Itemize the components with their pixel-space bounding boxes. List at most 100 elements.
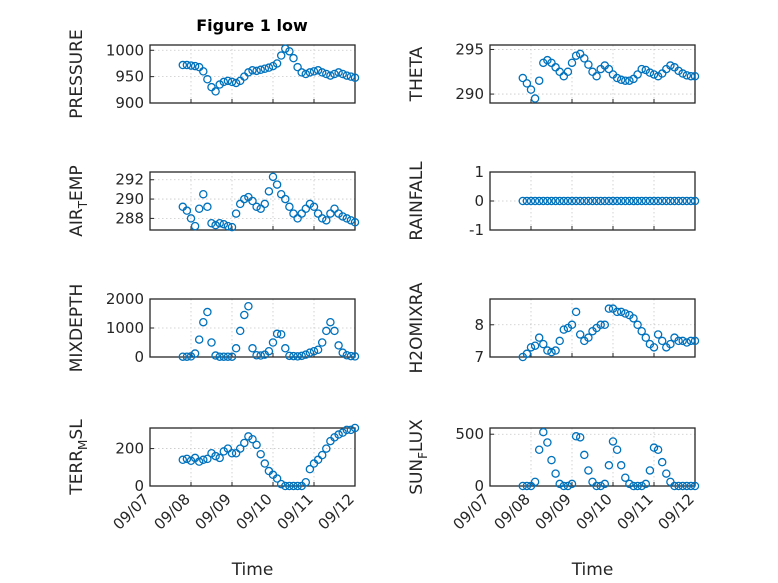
data-point	[604, 461, 614, 470]
data-point	[301, 204, 311, 213]
data-point	[305, 348, 315, 357]
data-point	[555, 479, 564, 489]
data-point	[534, 196, 544, 206]
data-point	[600, 196, 610, 206]
data-point	[526, 196, 536, 206]
data-point	[682, 196, 692, 206]
y-tick-label: 288	[115, 209, 144, 227]
y-tick-label: 500	[455, 425, 484, 443]
data-point	[322, 216, 331, 225]
y-tick-label: 1000	[106, 319, 144, 337]
data-point	[596, 481, 605, 491]
data-point	[289, 53, 298, 63]
data-point	[272, 59, 282, 68]
y-axis-label: RAINFALL	[407, 161, 427, 241]
data-point	[182, 352, 192, 361]
data-point	[571, 196, 581, 206]
y-tick-label: 0	[474, 192, 484, 210]
x-tick-label: 09/11	[614, 490, 657, 533]
data-point	[571, 432, 581, 441]
data-point	[670, 196, 679, 206]
y-axis-label: AIRTEMP	[67, 165, 90, 236]
data-point	[276, 330, 286, 339]
figure-title: Figure 1 low	[196, 16, 308, 35]
data-point	[219, 77, 229, 87]
data-point	[674, 336, 683, 346]
data-point	[616, 461, 626, 470]
data-point	[571, 51, 581, 60]
data-point	[248, 344, 257, 353]
data-point	[248, 66, 257, 75]
data-point	[256, 65, 265, 75]
data-point	[199, 67, 208, 76]
data-point	[608, 196, 618, 206]
data-point	[182, 60, 192, 70]
data-point	[551, 196, 560, 206]
data-point	[588, 196, 597, 206]
x-tick-label: 09/11	[274, 490, 317, 533]
subplot-5: 0 1000 2000 MIXDEPTH	[67, 284, 360, 372]
data-point	[621, 473, 630, 482]
data-point	[551, 469, 560, 478]
data-point	[563, 196, 573, 206]
data-point	[592, 196, 601, 206]
data-point	[588, 67, 597, 77]
data-point	[235, 444, 245, 453]
data-point	[194, 457, 204, 466]
data-point	[240, 310, 249, 320]
axes-box	[149, 427, 356, 487]
data-point	[281, 481, 290, 491]
data-point	[219, 219, 229, 229]
data-point	[207, 218, 216, 228]
data-point	[293, 214, 302, 223]
data-point	[313, 66, 323, 75]
data-point	[313, 209, 323, 218]
data-point	[584, 466, 593, 475]
data-point	[326, 71, 335, 80]
data-point	[182, 206, 192, 215]
data-point	[686, 481, 696, 491]
y-axis-label-rest: SL	[67, 419, 87, 440]
data-point	[289, 209, 298, 218]
data-point	[690, 481, 700, 491]
data-point	[534, 76, 544, 85]
data-point	[317, 450, 327, 460]
data-point	[600, 479, 610, 489]
data-point	[666, 61, 675, 70]
data-point	[547, 455, 556, 465]
data-point	[633, 320, 642, 330]
data-point	[612, 196, 622, 206]
data-point	[330, 204, 339, 213]
data-point	[219, 352, 229, 361]
data-point	[227, 352, 237, 361]
x-tick-label: 09/08	[491, 490, 534, 533]
y-axis-label-subscript: M	[76, 440, 90, 450]
data-point	[674, 481, 683, 491]
data-point	[674, 196, 683, 206]
data-point	[543, 438, 552, 447]
data-point	[534, 333, 544, 342]
data-point	[268, 172, 278, 182]
axes-box	[489, 44, 696, 104]
data-point	[567, 196, 577, 206]
x-tick-label: 09/12	[655, 490, 698, 533]
data-point	[215, 218, 224, 228]
data-point	[551, 346, 560, 355]
data-point	[223, 221, 233, 231]
data-point	[653, 445, 663, 454]
data-point	[645, 466, 655, 475]
data-point	[559, 325, 569, 334]
y-tick-label: 1	[474, 163, 484, 181]
data-point	[575, 330, 585, 339]
data-point	[199, 189, 208, 199]
data-point	[592, 71, 601, 81]
data-point	[244, 301, 253, 311]
data-point	[293, 481, 302, 491]
x-tick-label: 09/09	[532, 490, 575, 533]
data-point	[600, 320, 610, 330]
data-point	[178, 60, 188, 70]
x-tick-label: 09/09	[192, 490, 235, 533]
data-point	[223, 76, 233, 86]
x-tick-label: 09/10	[233, 490, 276, 533]
data-point	[203, 454, 212, 464]
